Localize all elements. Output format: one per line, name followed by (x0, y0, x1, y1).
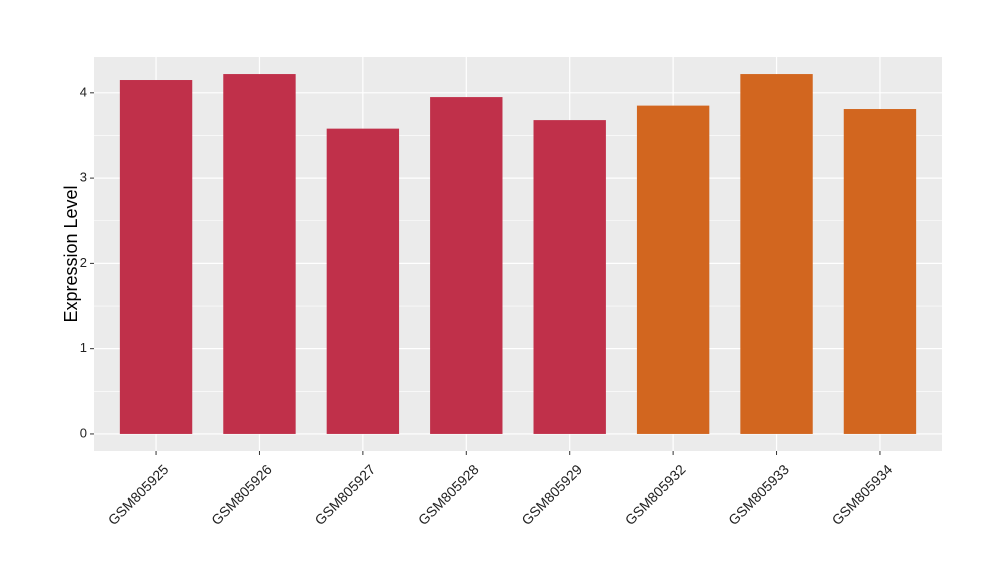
x-tick-label: GSM805932 (622, 461, 689, 528)
x-tick-label: GSM805928 (415, 461, 482, 528)
bar (119, 80, 193, 434)
bar (430, 97, 503, 434)
y-axis-title: Expression Level (61, 185, 81, 322)
y-tick-label: 1 (80, 340, 87, 355)
bar (533, 120, 606, 434)
x-tick-label: GSM805929 (518, 461, 585, 528)
bar (843, 109, 917, 434)
bar (223, 74, 296, 434)
x-tick-label: GSM805927 (311, 461, 378, 528)
bar (740, 74, 813, 434)
bar (636, 105, 710, 434)
x-tick-label: GSM805934 (829, 461, 896, 528)
x-tick-label: GSM805926 (208, 461, 275, 528)
y-tick-label: 0 (80, 425, 87, 440)
y-tick-label: 2 (80, 255, 87, 270)
x-tick-label: GSM805933 (725, 461, 792, 528)
y-tick-label: 4 (80, 84, 87, 99)
x-tick-label: GSM805925 (105, 461, 172, 528)
y-tick-label: 3 (80, 170, 87, 185)
panel-background (94, 57, 942, 451)
bar (326, 128, 400, 434)
